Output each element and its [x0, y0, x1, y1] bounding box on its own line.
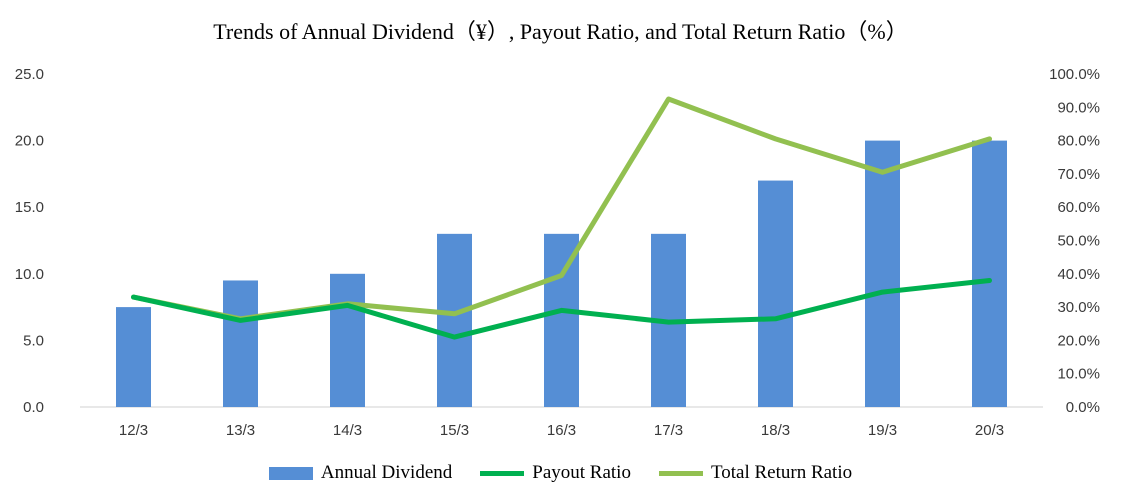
y-left-tick-label: 25.0 — [15, 66, 44, 83]
x-tick-label: 17/3 — [654, 422, 683, 439]
bar-annual-dividend — [972, 140, 1007, 407]
y-right-tick-label: 50.0% — [1057, 233, 1100, 250]
y-right-tick-label: 10.0% — [1057, 366, 1100, 383]
x-tick-label: 15/3 — [440, 422, 469, 439]
legend-item-total-return-ratio: Total Return Ratio — [658, 462, 853, 484]
y-right-tick-label: 80.0% — [1057, 133, 1100, 150]
legend-swatch-payout-ratio — [480, 470, 525, 476]
y-left-tick-label: 10.0 — [15, 266, 44, 283]
legend-swatch-total-return-ratio — [658, 470, 703, 476]
bar-annual-dividend — [330, 273, 365, 407]
legend-label-payout-ratio: Payout Ratio — [532, 462, 631, 483]
y-left-tick-label: 15.0 — [15, 199, 44, 216]
x-tick-label: 16/3 — [547, 422, 576, 439]
y-right-tick-label: 100.0% — [1049, 66, 1100, 83]
legend-item-annual-dividend: Annual Dividend — [268, 462, 453, 484]
y-right-tick-label: 30.0% — [1057, 299, 1100, 316]
x-axis: 12/3 13/3 14/3 15/3 16/3 17/3 18/3 19/3 20/3 — [80, 406, 1043, 439]
y-axis-right: 0.0% 10.0% 20.0% 30.0% 40.0% 50.0% 60.0% 70.0% 8… — [1049, 66, 1100, 416]
x-tick-label: 14/3 — [333, 422, 362, 439]
legend-label-annual-dividend: Annual Dividend — [320, 462, 453, 483]
y-right-tick-label: 60.0% — [1057, 199, 1100, 216]
bar-annual-dividend — [437, 233, 472, 407]
line-series — [131, 96, 992, 340]
y-right-tick-label: 40.0% — [1057, 266, 1100, 283]
legend-label-total-return-ratio: Total Return Ratio — [710, 462, 853, 483]
bar-annual-dividend — [116, 307, 151, 407]
y-right-tick-label: 90.0% — [1057, 99, 1100, 116]
y-left-tick-label: 5.0 — [23, 332, 44, 349]
x-tick-label: 18/3 — [761, 422, 790, 439]
chart-title: Trends of Annual Dividend（¥）, Payout Rat… — [213, 19, 908, 44]
x-tick-label: 19/3 — [868, 422, 897, 439]
bar-annual-dividend — [865, 140, 900, 407]
legend-item-payout-ratio: Payout Ratio — [480, 462, 631, 484]
y-right-tick-label: 20.0% — [1057, 332, 1100, 349]
bar-annual-dividend — [223, 280, 258, 407]
legend-swatch-annual-dividend — [268, 466, 313, 480]
x-tick-label: 20/3 — [975, 422, 1004, 439]
y-left-tick-label: 20.0 — [15, 133, 44, 150]
y-right-tick-label: 70.0% — [1057, 166, 1100, 183]
bar-series — [116, 140, 1007, 407]
y-right-tick-label: 0.0% — [1066, 399, 1100, 416]
y-left-tick-label: 0.0 — [23, 399, 44, 416]
bar-annual-dividend — [758, 180, 793, 407]
legend: Annual Dividend Payout Ratio Total Retur… — [0, 460, 1121, 486]
bar-annual-dividend — [544, 233, 579, 407]
x-tick-label: 12/3 — [119, 422, 148, 439]
x-tick-label: 13/3 — [226, 422, 255, 439]
y-axis-left: 0.0 5.0 10.0 15.0 20.0 25.0 — [15, 66, 44, 416]
line-payout-ratio — [131, 278, 992, 340]
